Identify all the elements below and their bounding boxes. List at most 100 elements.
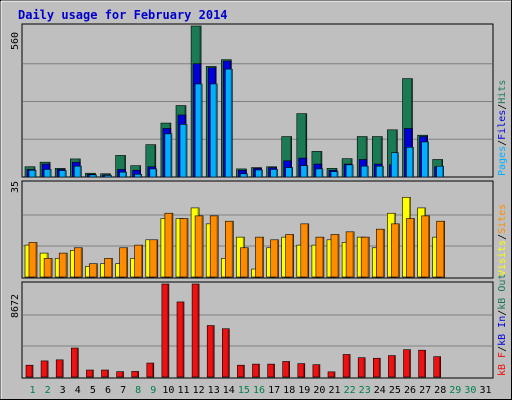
x-tick-label: 10 [162,385,174,396]
bar-pages-shade [34,170,36,177]
bar-pages [421,141,429,178]
bar-hits-shade [365,137,367,177]
bar-sites [225,220,234,278]
bar-kb-shade [409,350,411,377]
bar-pages-shade [412,147,414,177]
bar-kb [206,325,215,378]
panel-top [21,23,494,178]
bar-sites-shade [322,237,324,277]
bar-pages [436,165,445,178]
bar-pages-shade [276,169,278,177]
bar-pages-shade [79,166,81,177]
bar-pages-shade [64,171,66,177]
legend-entry: kB In [497,316,508,346]
bar-sites-shade [171,213,173,277]
x-tick-label: 11 [177,385,189,396]
bar-kb-shade [46,361,48,377]
bar-sites-shade [246,248,249,277]
bar-pages [58,170,67,178]
bar-pages [134,174,142,178]
bar-pages [28,169,37,178]
x-tick-label: 23 [359,385,371,396]
bar-sites-shade [186,219,188,277]
bar-sites-shade [216,216,218,277]
bar-hits-shade [154,145,156,177]
x-tick-label: 28 [434,385,446,396]
bar-hits-shade [124,155,126,177]
bar-pages [270,169,278,178]
bar-sites-shade [126,248,128,277]
bar-pages-shade [200,84,202,177]
bot-max-label: 8672 [10,294,21,318]
bars [24,25,446,378]
legend-bot: kB F/kB In/kB Out [497,274,508,376]
bar-kb [357,357,366,378]
bar-kb [342,354,351,378]
bar-pages-shade [381,166,383,177]
bar-sites [240,247,249,278]
bar-kb-shade [76,348,78,377]
bar-pages-shade [155,169,157,177]
bar-kb-shade [424,350,426,377]
bar-kb [71,347,79,378]
bar-sites [375,228,385,278]
bar-sites [164,212,174,278]
bar-hits-shade [305,114,307,177]
bar-kb-shade [333,372,335,377]
bar-pages-shade [140,174,142,177]
bar-kb-shade [107,370,109,377]
bar-kb-shade [348,354,350,377]
bar-kb [40,360,49,378]
x-tick-label: 31 [479,385,491,396]
bar-sites-shade [413,219,415,277]
bar-kb [237,364,245,378]
bar-sites [43,258,53,278]
bar-sites [406,218,415,278]
legend-top: Pages/Files/Hits [497,80,508,176]
bar-sites [270,239,279,278]
bar-pages [149,168,158,178]
bar-sites-shade [80,248,82,277]
bar-kb-shade [182,302,184,377]
bar-kb-shade [61,360,63,377]
bar-sites-shade [382,229,384,277]
x-tick-label: 4 [75,385,81,396]
bar-kb-shade [91,370,94,377]
bar-kb [25,364,34,378]
bar-kb [297,363,306,378]
bar-kb-shade [303,364,305,377]
bar-pages-shade [49,169,51,177]
bar-kb [146,362,155,378]
bar-kb [388,355,396,378]
bar-kb [418,349,426,378]
bar-pages-shade [442,166,444,177]
x-tick-label: 22 [344,385,356,396]
bar-pages [330,171,339,178]
x-tick-label: 20 [313,385,325,396]
bar-sites-shade [292,234,294,277]
x-tick-label: 25 [389,385,401,396]
legend-entry: Pages [497,146,508,176]
legend-entry: kB F [497,352,508,376]
bar-kb [327,371,336,378]
bar-hits-shade [290,137,292,177]
bar-sites [134,244,143,278]
bar-sites-shade [367,237,369,277]
panel-bot [21,281,494,379]
bar-sites [28,242,38,278]
bar-pages-shade [351,165,353,177]
legend-entry: Sites [497,204,508,234]
x-tick-label: 15 [238,385,250,396]
x-tick-label: 14 [223,385,235,396]
bar-kb-shade [273,364,275,377]
bar-pages-shade [321,169,323,177]
bar-pages-shade [185,124,187,177]
bar-pages-shade [170,134,172,177]
bar-kb [403,349,411,378]
x-tick-label: 3 [60,385,66,396]
x-tick-label: 24 [374,385,386,396]
legend-entry: Files [497,110,508,140]
bar-pages [406,147,414,178]
bar-pages-shade [336,172,338,177]
bar-pages [315,168,324,178]
